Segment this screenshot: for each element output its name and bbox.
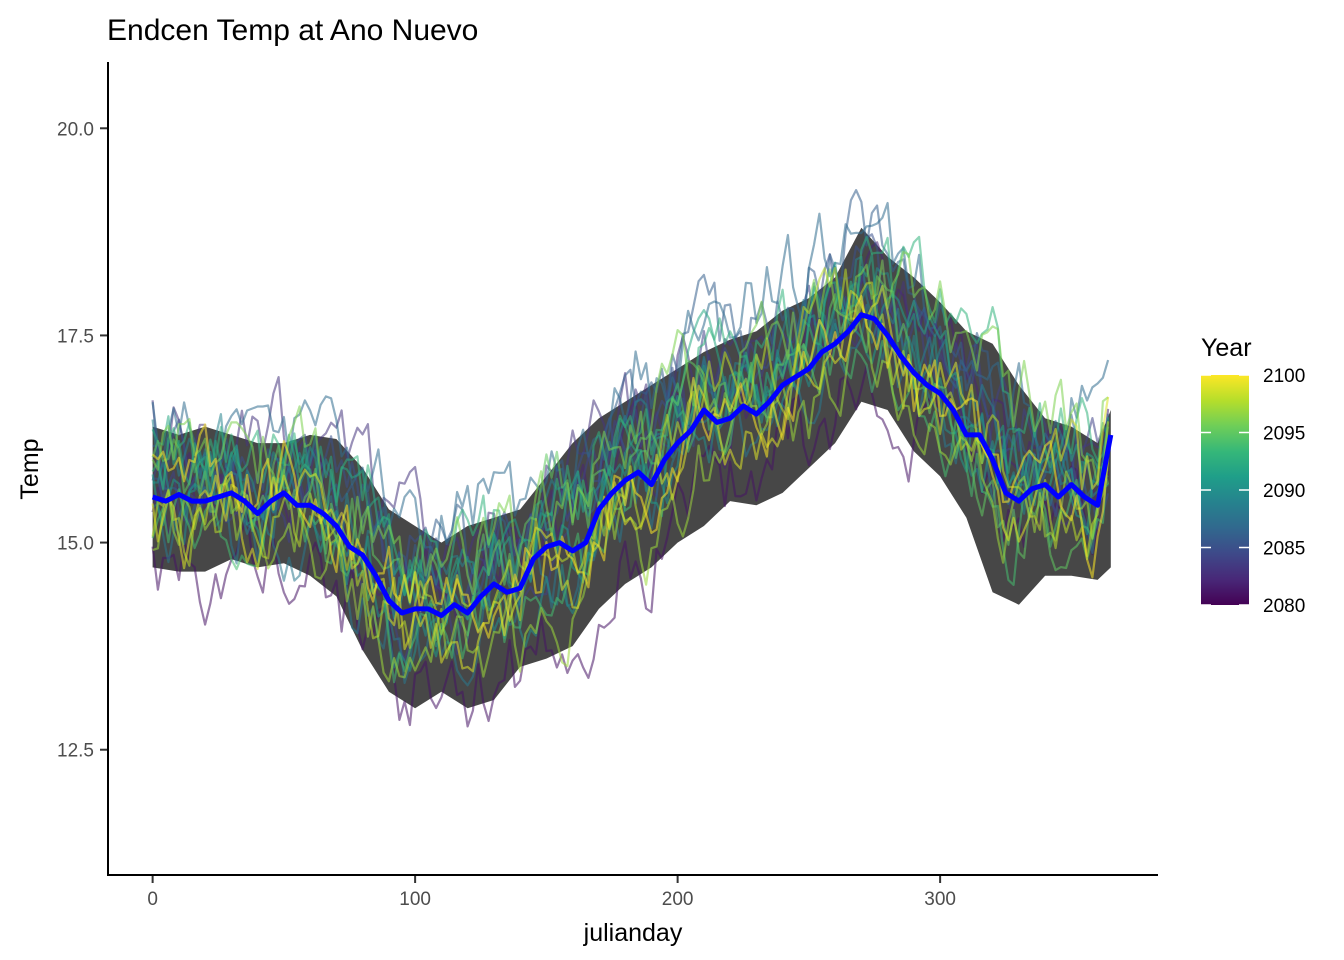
y-axis-title: Temp [16,438,44,499]
legend: Year 2080 2085 2090 2095 2100 [1201,334,1305,617]
series-line-2093 [151,235,1110,594]
x-tick-label: 0 [147,889,158,910]
series-line-2082 [151,241,1110,645]
legend-ticks: 2080 2085 2090 2095 2100 [1201,366,1305,617]
x-axis-title: julianday [583,919,683,947]
series-line-2083 [151,266,1109,592]
legend-label: 2080 [1263,596,1305,617]
legend-title: Year [1201,334,1252,362]
series-line-2099 [151,284,1110,673]
y-tick-label: 17.5 [57,326,94,347]
series-line-2095 [151,275,1110,637]
x-tick-label: 300 [924,889,956,910]
y-tick-label: 12.5 [57,741,94,762]
y-axis-ticks: 12.5 15.0 17.5 20.0 [57,119,107,762]
mean-line [151,312,1114,618]
y-tick-label: 15.0 [57,534,94,555]
x-axis-ticks: 0 100 200 300 [147,876,956,910]
legend-label: 2085 [1263,539,1305,560]
legend-label: 2090 [1263,481,1305,502]
series-line-2087 [151,201,1110,560]
legend-label: 2095 [1263,424,1305,445]
chart-title: Endcen Temp at Ano Nuevo [107,14,478,47]
series-line-2096 [151,250,1109,602]
series-line-2090 [152,267,1110,672]
x-tick-label: 200 [662,889,694,910]
legend-label: 2100 [1263,366,1305,387]
y-tick-label: 20.0 [57,119,94,140]
series-layer [151,189,1110,728]
x-tick-label: 100 [399,889,431,910]
mean-layer [151,312,1114,618]
series-line-2098 [151,266,1110,649]
